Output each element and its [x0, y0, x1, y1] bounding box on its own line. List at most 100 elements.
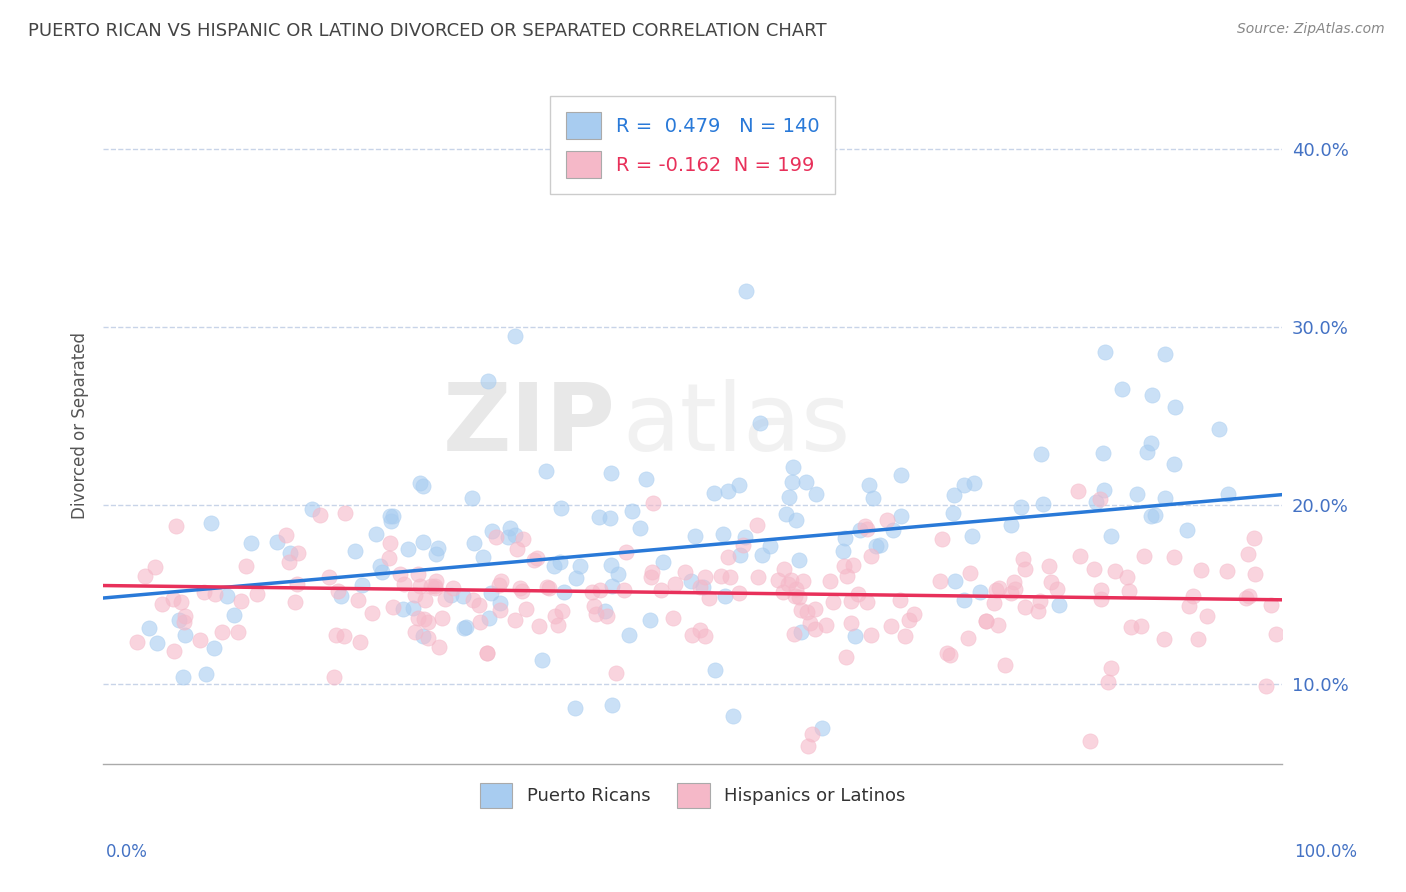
Point: [510, 583, 533, 598]
Point: [1104, 565, 1126, 579]
Point: [150, 597, 173, 611]
Point: [728, 585, 751, 599]
Point: [717, 549, 740, 564]
Point: [163, 644, 186, 658]
Point: [1133, 549, 1156, 563]
Point: [959, 566, 981, 580]
Point: [734, 530, 756, 544]
Point: [794, 475, 817, 489]
Point: [425, 574, 447, 588]
Text: Source: ZipAtlas.com: Source: ZipAtlas.com: [1237, 22, 1385, 37]
Point: [834, 531, 856, 545]
Point: [613, 582, 636, 597]
Point: [1069, 549, 1091, 563]
Point: [461, 491, 484, 505]
Point: [832, 544, 855, 558]
Point: [406, 611, 429, 625]
Point: [266, 534, 288, 549]
Point: [1029, 447, 1052, 461]
Point: [683, 529, 706, 543]
Point: [550, 501, 572, 516]
Point: [718, 570, 741, 584]
Point: [1164, 401, 1187, 415]
Point: [839, 594, 862, 608]
Point: [526, 551, 548, 566]
Point: [880, 619, 903, 633]
Point: [1143, 508, 1166, 522]
Point: [638, 613, 661, 627]
Point: [145, 636, 167, 650]
Point: [301, 502, 323, 516]
Point: [1090, 492, 1112, 507]
Point: [1208, 422, 1230, 436]
Point: [890, 508, 912, 523]
Point: [463, 535, 485, 549]
Point: [787, 591, 810, 605]
Point: [1142, 387, 1164, 401]
Point: [662, 611, 685, 625]
Point: [859, 628, 882, 642]
Point: [853, 519, 876, 533]
Point: [1115, 569, 1137, 583]
Point: [1011, 552, 1033, 566]
Point: [1092, 446, 1115, 460]
Point: [174, 609, 197, 624]
Point: [614, 545, 637, 559]
Point: [378, 551, 401, 566]
Point: [240, 535, 263, 549]
Point: [1189, 563, 1212, 577]
Point: [478, 611, 501, 625]
Point: [1187, 632, 1209, 646]
Point: [832, 559, 855, 574]
Point: [380, 515, 402, 529]
Point: [396, 541, 419, 556]
Point: [987, 618, 1010, 632]
Point: [835, 650, 858, 665]
Point: [1121, 620, 1143, 634]
Point: [477, 646, 499, 660]
Point: [862, 491, 884, 506]
Point: [714, 590, 737, 604]
Point: [768, 573, 790, 587]
Point: [652, 555, 675, 569]
Point: [531, 652, 554, 666]
Point: [287, 546, 309, 560]
Point: [803, 622, 825, 636]
Text: atlas: atlas: [621, 379, 851, 471]
Point: [889, 593, 911, 607]
Point: [430, 611, 453, 625]
Point: [593, 604, 616, 618]
Point: [782, 459, 804, 474]
Point: [1243, 567, 1265, 582]
Point: [1000, 586, 1022, 600]
Point: [551, 604, 574, 618]
Point: [235, 559, 257, 574]
Point: [392, 601, 415, 615]
Point: [349, 635, 371, 649]
Point: [1004, 582, 1026, 596]
Point: [529, 618, 551, 632]
Point: [796, 605, 818, 619]
Point: [804, 487, 827, 501]
Point: [994, 658, 1017, 673]
Point: [1243, 531, 1265, 545]
Point: [969, 584, 991, 599]
Point: [717, 484, 740, 499]
Point: [1126, 487, 1149, 501]
Point: [378, 509, 401, 524]
Point: [1197, 609, 1219, 624]
Point: [689, 580, 711, 594]
Point: [974, 614, 997, 628]
Point: [858, 478, 880, 492]
Point: [785, 513, 807, 527]
Point: [600, 579, 623, 593]
Point: [1175, 524, 1198, 538]
Point: [506, 541, 529, 556]
Point: [634, 472, 657, 486]
Point: [330, 589, 353, 603]
Point: [412, 478, 434, 492]
Point: [617, 628, 640, 642]
Point: [943, 488, 966, 502]
Text: ZIP: ZIP: [443, 379, 616, 471]
Text: 0.0%: 0.0%: [105, 843, 148, 861]
